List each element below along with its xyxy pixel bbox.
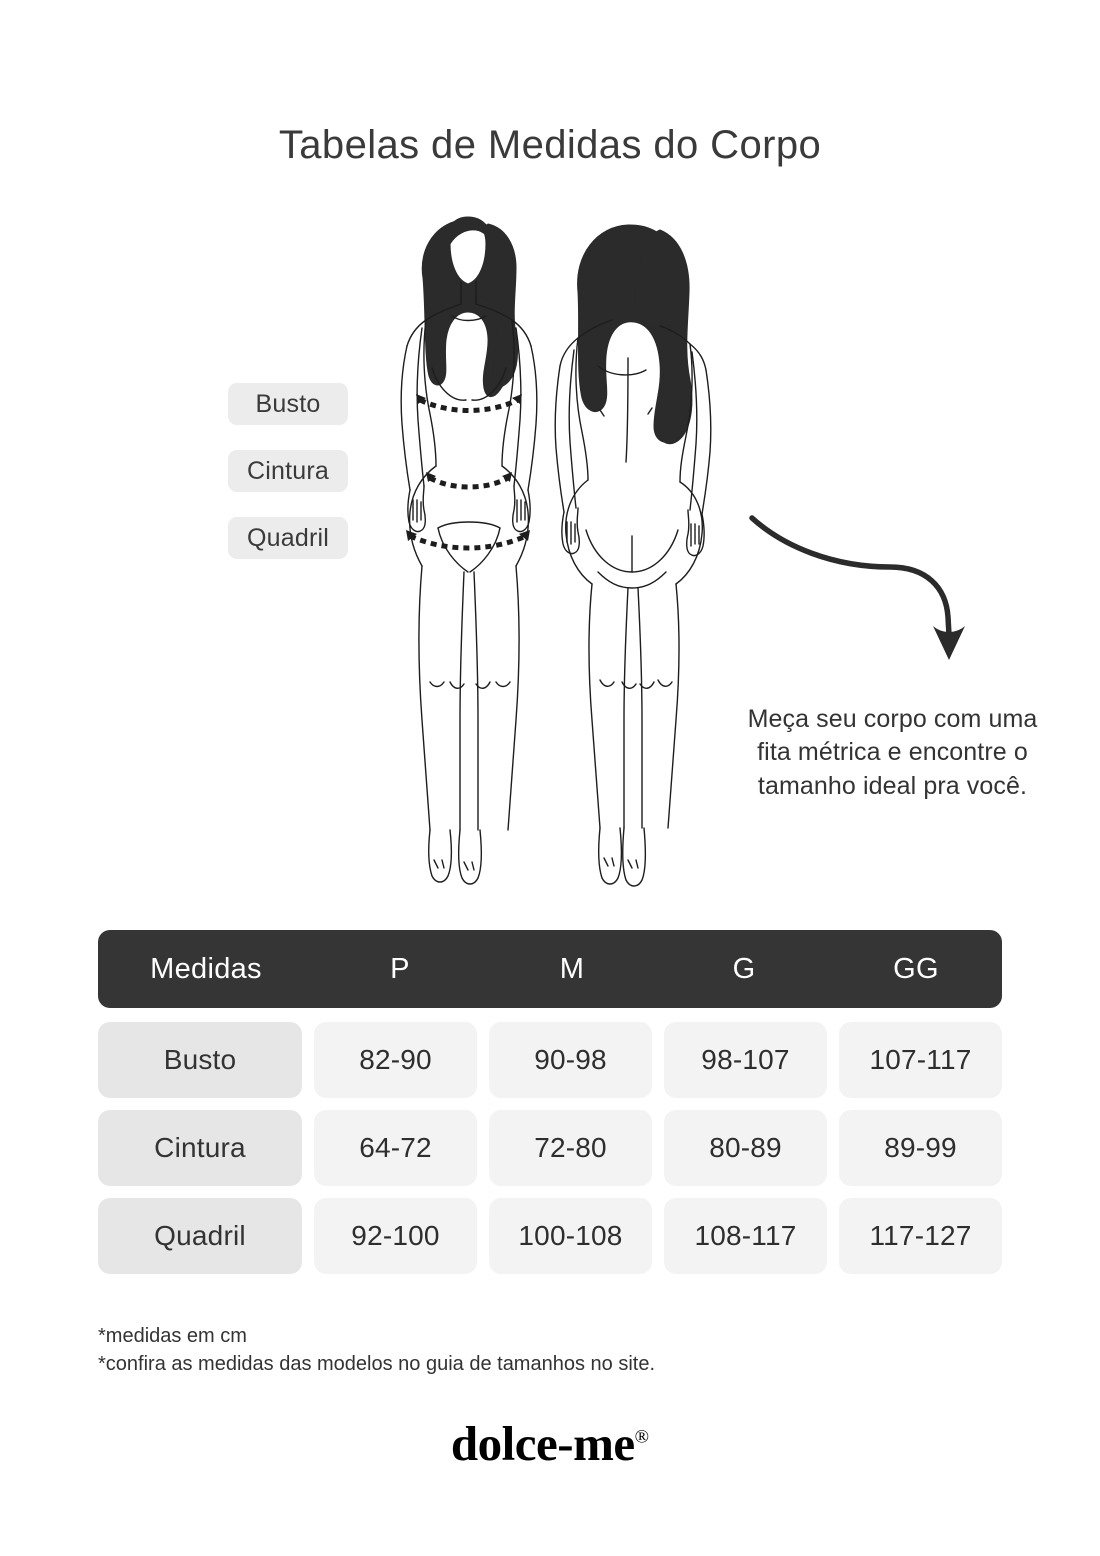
front-figure bbox=[400, 216, 538, 885]
back-figure bbox=[554, 224, 712, 887]
table-header-size-m: M bbox=[559, 952, 585, 985]
registered-trademark-icon: ® bbox=[634, 1426, 650, 1448]
footnote-models: *confira as medidas das modelos no guia … bbox=[98, 1353, 656, 1376]
hip-measure-line bbox=[408, 533, 528, 551]
brand-logo-text: dolce-me bbox=[450, 1416, 635, 1471]
body-figures-illustration bbox=[360, 200, 740, 900]
row-label-quadril: Quadril bbox=[98, 1198, 302, 1274]
footnote-unit: *medidas em cm bbox=[98, 1325, 247, 1347]
bust-measure-line bbox=[418, 397, 520, 413]
cell-busto-g: 98-107 bbox=[664, 1022, 827, 1098]
instruction-text: Meça seu corpo com uma fita métrica e en… bbox=[747, 705, 1038, 800]
table-header-measures: Medidas bbox=[150, 952, 262, 985]
curved-arrow bbox=[730, 495, 1010, 670]
cell-cintura-g: 80-89 bbox=[664, 1110, 827, 1186]
body-figures-svg bbox=[400, 216, 712, 887]
cell-quadril-g: 108-117 bbox=[664, 1198, 827, 1274]
row-label-cintura: Cintura bbox=[98, 1110, 302, 1186]
cell-quadril-p: 92-100 bbox=[314, 1198, 477, 1274]
waist-measure-line bbox=[428, 475, 510, 490]
table-row-quadril: Quadril 92-100 100-108 108-117 117-127 bbox=[98, 1198, 1002, 1274]
curved-arrow-icon bbox=[749, 515, 965, 660]
cell-quadril-m: 100-108 bbox=[489, 1198, 652, 1274]
measurement-lines bbox=[408, 397, 528, 551]
footnotes: *medidas em cm *confira as medidas das m… bbox=[98, 1322, 655, 1379]
measure-arrowheads bbox=[406, 394, 530, 541]
cell-cintura-p: 64-72 bbox=[314, 1110, 477, 1186]
table-row-cintura: Cintura 64-72 72-80 80-89 89-99 bbox=[98, 1110, 1002, 1186]
cell-busto-m: 90-98 bbox=[489, 1022, 652, 1098]
table-header-row: Medidas P M G GG bbox=[98, 930, 1002, 1008]
cell-cintura-gg: 89-99 bbox=[839, 1110, 1002, 1186]
cell-cintura-m: 72-80 bbox=[489, 1110, 652, 1186]
measurement-chip-cintura: Cintura bbox=[228, 450, 348, 492]
cell-busto-p: 82-90 bbox=[314, 1022, 477, 1098]
size-chart-table: Medidas P M G GG Busto 82-90 90-98 98-10… bbox=[98, 930, 1002, 1286]
table-row-busto: Busto 82-90 90-98 98-107 107-117 bbox=[98, 1022, 1002, 1098]
page-title: Tabelas de Medidas do Corpo bbox=[278, 122, 822, 167]
table-header-size-g: G bbox=[732, 952, 756, 985]
table-header-size-gg: GG bbox=[893, 952, 939, 985]
brand-logo: dolce-me® bbox=[0, 1415, 1100, 1472]
row-label-busto: Busto bbox=[98, 1022, 302, 1098]
cell-quadril-gg: 117-127 bbox=[839, 1198, 1002, 1274]
cell-busto-gg: 107-117 bbox=[839, 1022, 1002, 1098]
measurement-chip-busto: Busto bbox=[228, 383, 348, 425]
measurement-chip-quadril: Quadril bbox=[228, 517, 348, 559]
table-header-size-p: P bbox=[390, 952, 410, 985]
